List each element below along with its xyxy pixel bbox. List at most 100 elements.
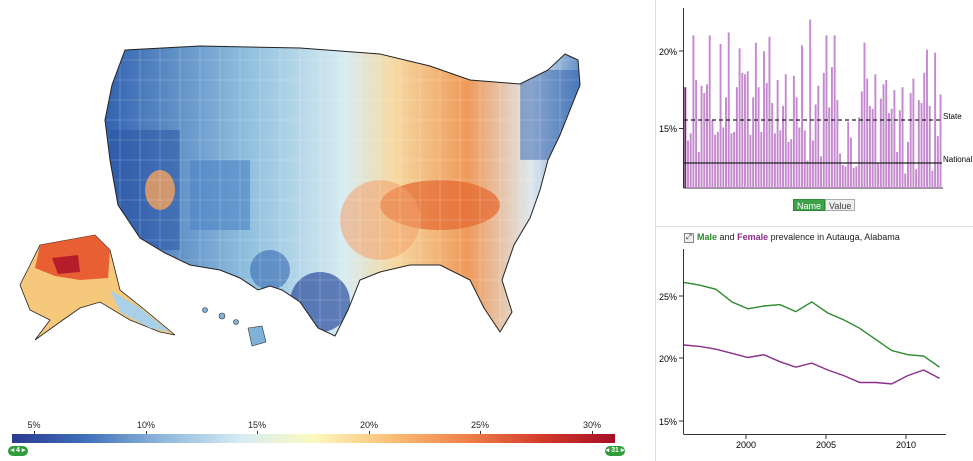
bar[interactable]: [752, 97, 755, 188]
bar[interactable]: [898, 110, 901, 188]
male-series-line[interactable]: [683, 281, 940, 368]
bar[interactable]: [714, 134, 717, 188]
female-series-line[interactable]: [683, 344, 940, 385]
bar[interactable]: [700, 85, 703, 188]
bar[interactable]: [738, 48, 741, 188]
bar[interactable]: [760, 131, 763, 188]
bar[interactable]: [833, 35, 836, 188]
bar[interactable]: [915, 169, 918, 188]
bar[interactable]: [858, 117, 861, 188]
bar[interactable]: [817, 85, 820, 188]
bar[interactable]: [893, 90, 896, 188]
bar[interactable]: [890, 108, 893, 188]
bar[interactable]: [830, 67, 833, 188]
bar[interactable]: [725, 97, 727, 188]
bar[interactable]: [852, 167, 855, 188]
bar[interactable]: [874, 74, 877, 188]
bar[interactable]: [885, 80, 888, 188]
bar[interactable]: [689, 133, 692, 188]
bar[interactable]: [839, 153, 842, 188]
bar[interactable]: [741, 72, 744, 188]
bar[interactable]: [934, 52, 937, 188]
bar[interactable]: [711, 120, 714, 188]
bar[interactable]: [708, 35, 711, 188]
bar[interactable]: [811, 140, 814, 188]
bar[interactable]: [706, 84, 708, 188]
bar[interactable]: [820, 156, 823, 188]
bar[interactable]: [906, 141, 909, 188]
bar[interactable]: [896, 152, 899, 188]
bar[interactable]: [746, 71, 749, 188]
line-series-group[interactable]: [683, 281, 940, 385]
bar[interactable]: [695, 80, 698, 188]
bar[interactable]: [841, 164, 844, 188]
expand-icon[interactable]: ⤢: [684, 232, 694, 243]
range-handle-max[interactable]: ◂ 31 ▸: [605, 446, 625, 456]
bar[interactable]: [923, 72, 926, 188]
bar[interactable]: [828, 107, 831, 188]
bar[interactable]: [863, 42, 866, 189]
bar[interactable]: [722, 127, 725, 188]
range-handle-min[interactable]: ◂ 4 ▸: [8, 446, 28, 456]
bar[interactable]: [855, 166, 858, 188]
bar[interactable]: [754, 42, 757, 189]
bar[interactable]: [716, 131, 719, 188]
bar[interactable]: [871, 108, 874, 188]
bar[interactable]: [847, 121, 850, 188]
bar[interactable]: [782, 105, 784, 188]
bar[interactable]: [901, 87, 904, 188]
bar[interactable]: [844, 166, 847, 188]
hawaii-shape[interactable]: [202, 307, 267, 347]
bar[interactable]: [809, 19, 812, 188]
bar[interactable]: [909, 92, 912, 188]
bar[interactable]: [882, 84, 885, 188]
bar[interactable]: [687, 140, 689, 188]
bar[interactable]: [887, 113, 890, 188]
sort-by-value-button[interactable]: Value: [825, 199, 856, 211]
bar[interactable]: [928, 105, 931, 188]
bar[interactable]: [692, 35, 695, 188]
us-county-map[interactable]: [0, 40, 650, 415]
bar[interactable]: [822, 72, 825, 188]
bar[interactable]: [825, 35, 828, 188]
bar[interactable]: [868, 105, 871, 188]
bar[interactable]: [806, 160, 809, 188]
bar[interactable]: [877, 163, 880, 188]
bar[interactable]: [836, 100, 839, 188]
bar[interactable]: [860, 91, 863, 188]
bar[interactable]: [749, 134, 752, 188]
sort-by-name-button[interactable]: Name: [793, 199, 826, 211]
bar[interactable]: [866, 78, 869, 188]
bar[interactable]: [904, 173, 907, 188]
bar[interactable]: [733, 131, 736, 188]
bar[interactable]: [730, 133, 733, 188]
bar[interactable]: [779, 130, 782, 188]
bar-selected-county[interactable]: [684, 87, 687, 188]
bar[interactable]: [727, 32, 730, 189]
bar[interactable]: [803, 130, 806, 188]
bar[interactable]: [917, 100, 920, 188]
bar[interactable]: [939, 94, 942, 188]
bar[interactable]: [795, 97, 798, 188]
bar[interactable]: [792, 75, 795, 188]
bar[interactable]: [912, 78, 915, 188]
bar-series[interactable]: [684, 19, 942, 189]
bar[interactable]: [798, 127, 801, 188]
bar[interactable]: [757, 87, 760, 188]
bar[interactable]: [931, 170, 934, 188]
bar[interactable]: [765, 82, 768, 188]
bar[interactable]: [735, 87, 738, 188]
bar[interactable]: [926, 49, 928, 189]
bar[interactable]: [784, 74, 787, 188]
bar[interactable]: [776, 80, 779, 188]
bar[interactable]: [768, 36, 771, 188]
bar[interactable]: [801, 45, 803, 188]
bar[interactable]: [703, 92, 706, 188]
bar[interactable]: [814, 104, 817, 188]
bar[interactable]: [744, 74, 746, 188]
bar[interactable]: [773, 133, 776, 188]
bar[interactable]: [879, 98, 882, 188]
bar[interactable]: [719, 44, 722, 188]
bar[interactable]: [787, 141, 790, 188]
bar[interactable]: [771, 103, 774, 188]
